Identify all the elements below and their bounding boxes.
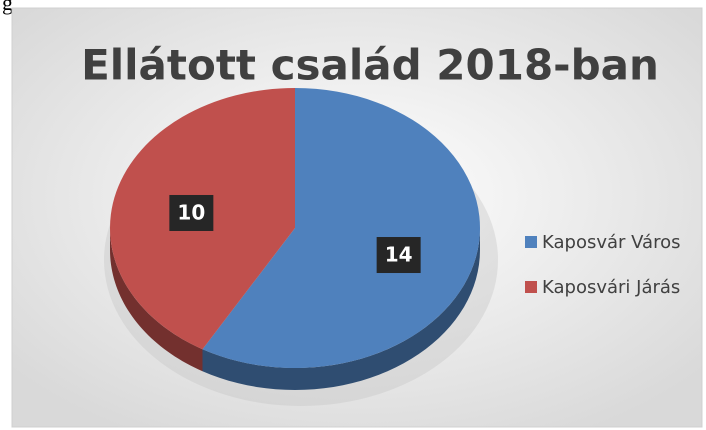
chart-title: Ellátott család 2018-ban [81, 41, 659, 90]
data-label-box [169, 194, 214, 231]
legend-swatch [525, 281, 537, 293]
text-fragment: g [2, 0, 13, 15]
data-label-box [376, 237, 421, 274]
slice [202, 88, 481, 368]
data-label: 14 [385, 243, 413, 267]
slice-side [110, 228, 203, 372]
data-label: 10 [177, 200, 205, 224]
legend-label: Kaposvári Járás [542, 277, 680, 298]
legend-swatch [525, 236, 537, 248]
legend-label: Kaposvár Város [542, 232, 680, 253]
slice-side [202, 228, 480, 390]
